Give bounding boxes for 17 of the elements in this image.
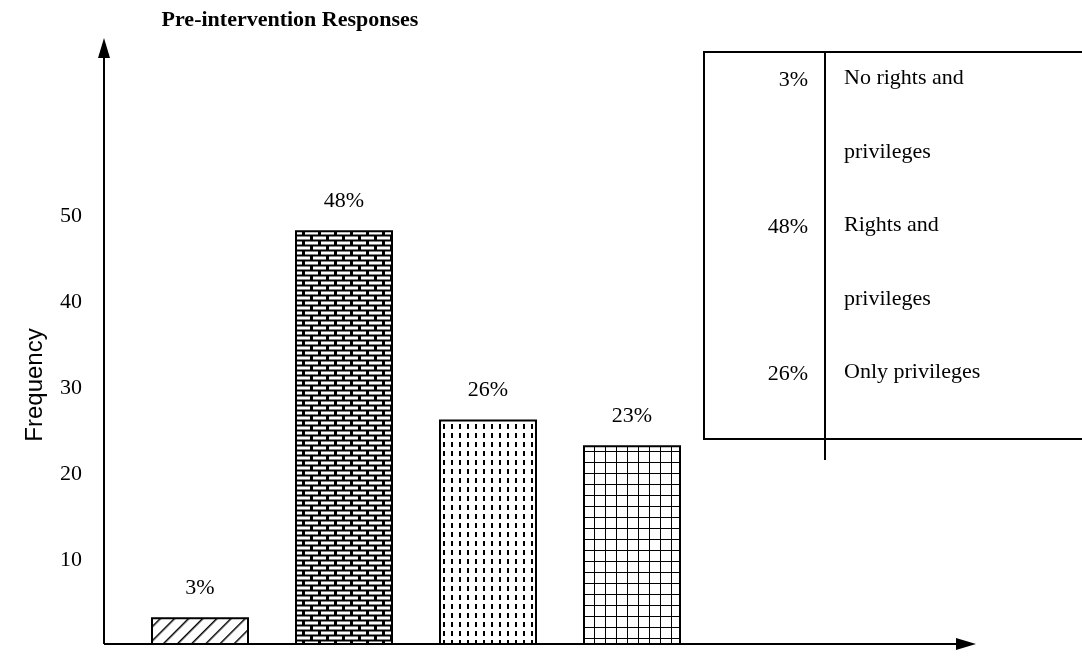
- text: 26%: [766, 360, 808, 386]
- text: No rights and privileges: [844, 64, 964, 163]
- data-label: 26%: [467, 376, 509, 402]
- text: Rights and privileges: [844, 211, 939, 310]
- data-label: 3%: [185, 574, 215, 600]
- chart-title: Pre-intervention Responses: [160, 6, 420, 32]
- y-tick-label: 10: [60, 545, 82, 571]
- y-tick-label: 30: [60, 373, 82, 399]
- text: 3%: [777, 66, 808, 92]
- data-label: 23%: [611, 402, 653, 428]
- y-tick-label: 40: [60, 287, 82, 313]
- text: 48%: [766, 213, 808, 239]
- y-tick-label: 20: [60, 459, 82, 485]
- y-axis-title: Frequency: [20, 328, 48, 442]
- y-tick-label: 50: [60, 201, 82, 227]
- text: Only privileges: [844, 357, 982, 385]
- data-label: 48%: [323, 187, 365, 213]
